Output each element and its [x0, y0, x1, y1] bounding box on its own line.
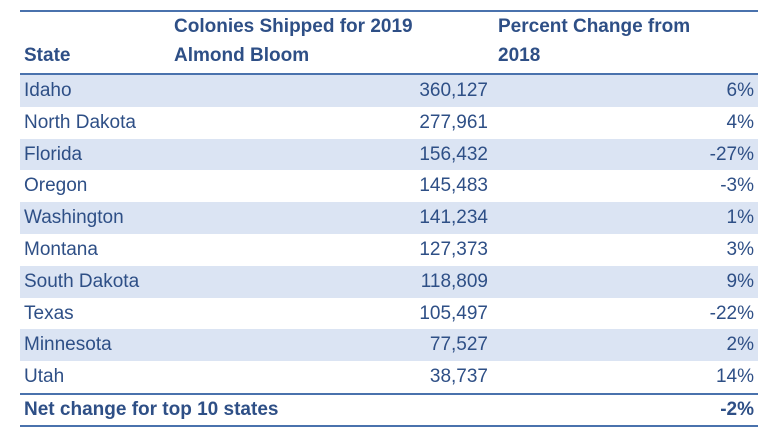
cell-state: Florida — [20, 138, 168, 171]
cell-state: Idaho — [20, 74, 168, 107]
table-row: Minnesota 77,527 2% — [20, 329, 758, 362]
net-change-label: Net change for top 10 states — [24, 398, 279, 420]
cell-percent-change: 14% — [492, 361, 758, 394]
total-row: Net change for top 10 states -2% — [20, 393, 758, 426]
cell-state: Washington — [20, 202, 168, 234]
cell-percent-change: -27% — [492, 138, 758, 171]
cell-state: Minnesota — [20, 329, 168, 362]
colonies-shipped-table: State Colonies Shipped for 2019 Almond B… — [20, 10, 758, 427]
header-percent-change: Percent Change from 2018 — [492, 11, 758, 74]
cell-percent-change: 6% — [492, 74, 758, 107]
table-row: Washington 141,234 1% — [20, 202, 758, 234]
cell-colonies: 38,737 — [168, 361, 492, 394]
cell-percent-change: 3% — [492, 233, 758, 266]
header-pct-line2: 2018 — [498, 45, 541, 66]
table-footer: Net change for top 10 states -2% — [20, 393, 758, 426]
cell-percent-change: 9% — [492, 265, 758, 298]
cell-state: Texas — [20, 297, 168, 330]
table-header: State Colonies Shipped for 2019 Almond B… — [20, 11, 758, 74]
table-row: Florida 156,432 -27% — [20, 138, 758, 171]
header-state-label: State — [24, 45, 71, 66]
cell-colonies: 127,373 — [168, 233, 492, 266]
cell-colonies: 105,497 — [168, 297, 492, 330]
header-pct-line1: Percent Change from — [498, 16, 691, 37]
cell-state: North Dakota — [20, 106, 168, 139]
cell-colonies: 277,961 — [168, 106, 492, 139]
cell-percent-change: -3% — [492, 170, 758, 203]
cell-colonies: 360,127 — [168, 74, 492, 107]
header-row: State Colonies Shipped for 2019 Almond B… — [20, 11, 758, 74]
table-row: Oregon 145,483 -3% — [20, 170, 758, 203]
cell-colonies: 118,809 — [168, 265, 492, 298]
cell-percent-change: 4% — [492, 106, 758, 139]
cell-colonies: 77,527 — [168, 329, 492, 362]
cell-state: South Dakota — [20, 265, 168, 298]
cell-percent-change: 1% — [492, 202, 758, 234]
cell-colonies: 141,234 — [168, 202, 492, 234]
cell-state: Montana — [20, 233, 168, 266]
header-colonies-line1: Colonies Shipped for 2019 — [174, 16, 413, 37]
cell-colonies: 145,483 — [168, 170, 492, 203]
header-colonies-line2: Almond Bloom — [174, 45, 310, 66]
net-change-value: -2% — [720, 398, 754, 420]
cell-state: Oregon — [20, 170, 168, 203]
cell-percent-change: 2% — [492, 329, 758, 362]
cell-colonies: 156,432 — [168, 138, 492, 171]
cell-percent-change: -22% — [492, 297, 758, 330]
colonies-shipped-table-container: State Colonies Shipped for 2019 Almond B… — [20, 10, 758, 427]
table-row: Idaho 360,127 6% — [20, 74, 758, 107]
table-row: Utah 38,737 14% — [20, 361, 758, 394]
cell-state: Utah — [20, 361, 168, 394]
table-row: North Dakota 277,961 4% — [20, 106, 758, 139]
table-body: Idaho 360,127 6% North Dakota 277,961 4%… — [20, 74, 758, 394]
header-colonies-shipped: Colonies Shipped for 2019 Almond Bloom — [168, 11, 492, 74]
table-row: Montana 127,373 3% — [20, 233, 758, 266]
header-state: State — [20, 11, 168, 74]
table-row: South Dakota 118,809 9% — [20, 265, 758, 298]
table-row: Texas 105,497 -22% — [20, 297, 758, 330]
